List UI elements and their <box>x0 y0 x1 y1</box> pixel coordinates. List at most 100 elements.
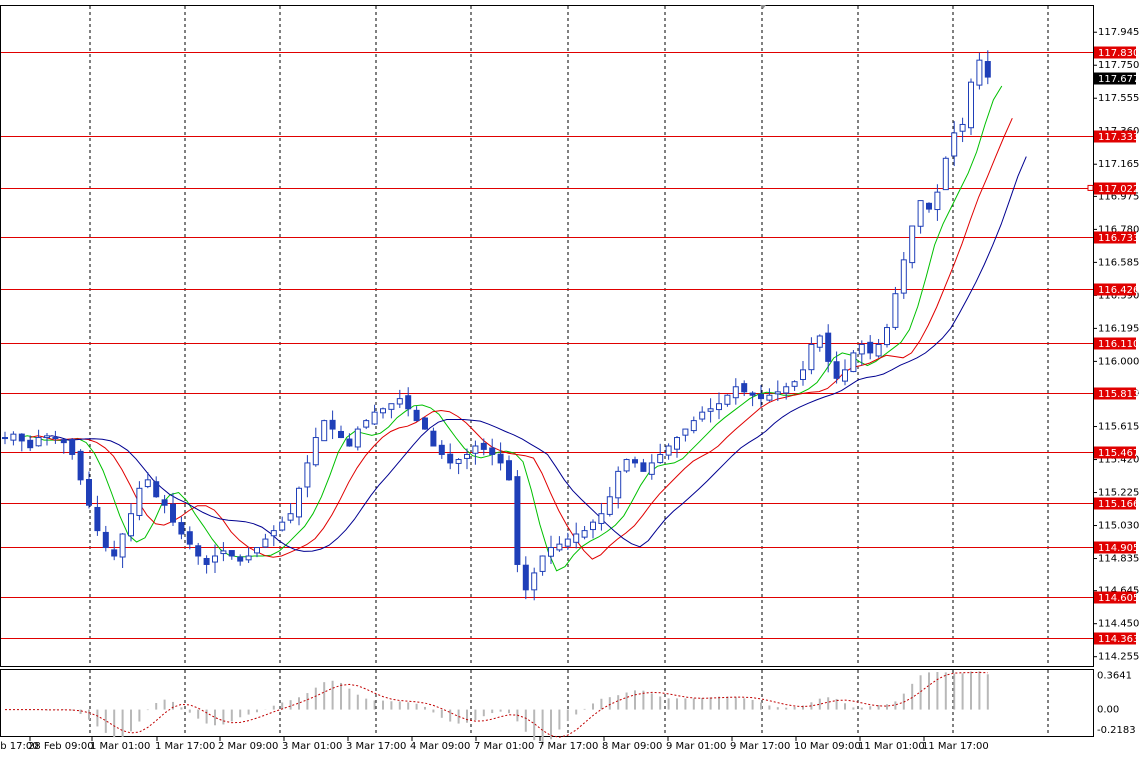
x-tick-label: 7 Mar 17:00 <box>538 741 598 752</box>
candle-body <box>245 555 252 561</box>
candle-body <box>514 476 521 565</box>
level-tag-bg <box>1094 446 1136 459</box>
y-tick-label: 114.450 <box>1098 619 1139 630</box>
level-handle[interactable] <box>1087 184 1094 191</box>
osc-tick-label: 0.00 <box>1097 705 1119 716</box>
x-tick-label: 10 Mar 09:00 <box>794 741 861 752</box>
candle-body <box>976 59 983 86</box>
candle-body <box>321 420 328 442</box>
x-tick-label: 3 Mar 01:00 <box>282 741 342 752</box>
candle-body <box>657 453 664 464</box>
level-tags: 117.830 117.333 117.022 116.733 116.426 116.1… <box>1087 46 1139 645</box>
current-price-tag-bg <box>1094 72 1136 85</box>
level-tag-label: 117.022 <box>1098 184 1139 195</box>
candle-body <box>489 447 496 455</box>
candle-body <box>279 521 286 531</box>
x-grid <box>89 6 1049 736</box>
candle-body <box>867 341 874 354</box>
candle-body <box>531 572 538 591</box>
moving-averages <box>18 85 1027 572</box>
x-tick-label: 27 Feb 17:00 <box>0 741 39 752</box>
candle-body <box>262 538 269 548</box>
candle-body <box>18 433 25 442</box>
y-tick-label: 115.030 <box>1098 521 1139 532</box>
candle-body <box>573 533 580 543</box>
candle-body <box>749 392 756 396</box>
level-tag-label: 114.905 <box>1098 543 1139 554</box>
ma-slow-line <box>43 156 1027 552</box>
candle-body <box>27 439 34 449</box>
level-tag-bg <box>1094 632 1136 645</box>
candle-body <box>447 453 454 464</box>
osc-tick-label: -0.2183 <box>1097 725 1136 736</box>
candle-body <box>615 470 622 499</box>
y-tick-label: 116.000 <box>1098 356 1139 367</box>
candle-body <box>640 462 647 472</box>
candle-body <box>892 293 899 328</box>
candle-body <box>833 361 840 379</box>
candle-body <box>665 445 672 456</box>
candle-body <box>69 438 76 455</box>
candle-body <box>102 531 109 549</box>
candle-body <box>850 352 857 373</box>
level-tag-label: 115.166 <box>1098 499 1139 510</box>
level-tag-label: 115.467 <box>1098 448 1139 459</box>
y-tick-label: 116.390 <box>1098 290 1139 301</box>
candle-body <box>875 343 882 357</box>
candle-body <box>86 479 92 506</box>
level-tag-bg <box>1094 591 1136 604</box>
main-panel-frame <box>0 5 1094 667</box>
candle-body <box>480 442 487 450</box>
candle-body <box>800 369 806 380</box>
candle-body <box>94 506 101 532</box>
candle-body <box>44 435 50 439</box>
candle-body <box>774 391 781 395</box>
candle-body <box>766 394 773 401</box>
candle-body <box>161 499 168 506</box>
level-tag-bg <box>1094 541 1136 554</box>
candle-body <box>900 259 907 294</box>
y-tick-label: 115.225 <box>1098 488 1139 499</box>
candle-body <box>606 496 613 515</box>
y-tick-label: 117.945 <box>1098 27 1139 38</box>
candle-body <box>371 411 378 425</box>
candle-body <box>959 123 966 132</box>
x-tick-label: 28 Feb 09:00 <box>28 741 94 752</box>
oscillator: 0.3641 0.00 -0.2183 <box>5 670 1136 746</box>
y-tick-label: 116.585 <box>1098 257 1139 268</box>
candle-body <box>632 459 638 464</box>
candle-body <box>270 530 277 537</box>
candle-body <box>951 132 958 157</box>
level-tag-bg <box>1094 337 1136 350</box>
candle-body <box>909 225 916 264</box>
candle-body <box>405 395 412 410</box>
y-tick-label: 114.645 <box>1098 586 1139 597</box>
y-tick-label: 114.835 <box>1098 554 1139 565</box>
level-tag-label: 114.605 <box>1098 593 1139 604</box>
chart-shift-marker[interactable] <box>760 5 766 9</box>
candle-body <box>178 522 185 535</box>
candle-body <box>564 538 571 547</box>
y-tick-label: 115.420 <box>1098 455 1139 466</box>
candle-body <box>128 513 134 537</box>
level-tag-label: 116.733 <box>1098 233 1139 244</box>
candles <box>2 50 991 601</box>
candle-body <box>842 369 848 382</box>
candle-body <box>825 332 832 362</box>
candle-body <box>808 343 815 371</box>
candle-body <box>52 437 59 440</box>
y-tick-label: 114.255 <box>1098 652 1139 663</box>
ma-mid-line <box>29 117 1013 560</box>
ma-fast-line <box>18 85 1003 572</box>
candle-body <box>783 386 790 394</box>
candle-body <box>111 549 118 557</box>
candle-body <box>648 462 655 475</box>
y-tick-label: 117.165 <box>1098 159 1139 170</box>
candle-body <box>707 408 714 412</box>
candle-body <box>699 411 706 420</box>
candle-body <box>35 437 42 447</box>
candle-body <box>984 61 991 78</box>
level-tag-label: 117.830 <box>1098 48 1139 59</box>
